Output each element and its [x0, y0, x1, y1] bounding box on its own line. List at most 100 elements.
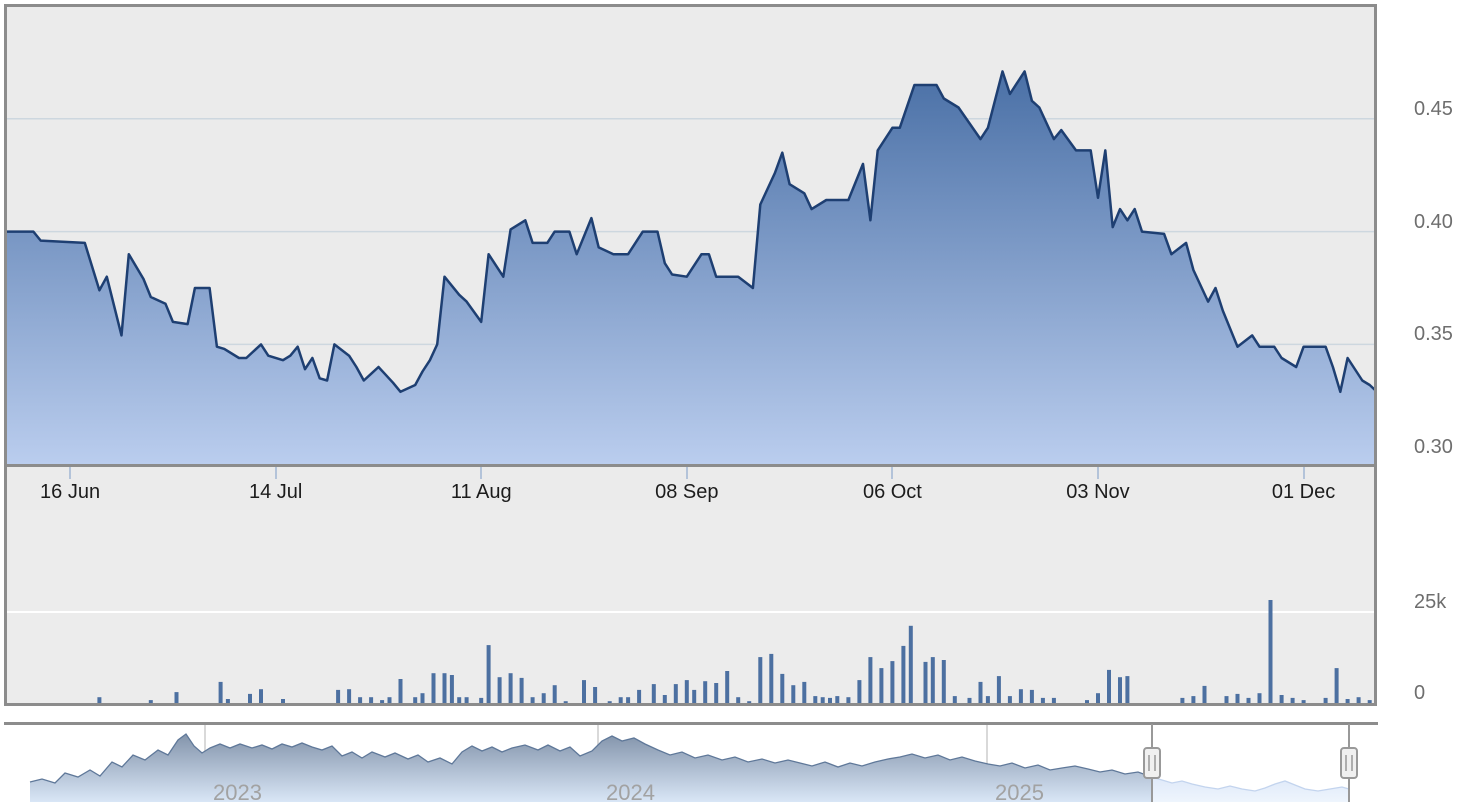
volume-bar [626, 697, 631, 703]
volume-axis-label: 0 [1414, 682, 1426, 704]
volume-bar [1029, 689, 1034, 703]
volume-bar [813, 696, 818, 703]
price-axis-label: 0.45 [1414, 97, 1453, 120]
volume-bar [703, 681, 708, 703]
date-tick [480, 467, 483, 479]
price-area-chart[interactable] [4, 6, 1377, 464]
volume-bar [857, 680, 862, 703]
volume-bar [1345, 699, 1350, 703]
volume-bar [890, 661, 895, 703]
volume-bar [541, 693, 546, 703]
date-tick [1302, 467, 1305, 479]
volume-bar [369, 697, 374, 703]
volume-bar [1040, 697, 1045, 703]
volume-bar [1334, 668, 1339, 703]
volume-bar [846, 697, 851, 703]
volume-bar [347, 689, 352, 703]
volume-bar [552, 685, 557, 703]
year-label: 2023 [213, 780, 262, 802]
volume-bar [1279, 695, 1284, 703]
date-tick [1096, 467, 1099, 479]
volume-bar [1235, 693, 1240, 703]
price-axis-label: 0.40 [1414, 210, 1453, 233]
navigator-series-line [29, 733, 1153, 784]
volume-bar [1018, 689, 1023, 703]
navigator-handle-right[interactable] [1340, 724, 1358, 802]
volume-bar [967, 697, 972, 703]
volume-bar [673, 684, 678, 703]
price-pane-bottom-border [4, 464, 1377, 467]
volume-bar [1246, 697, 1251, 703]
volume-bar [497, 677, 502, 703]
navigator-series-fill [30, 734, 1152, 802]
volume-bar [1257, 693, 1262, 703]
volume-bar [259, 689, 263, 703]
volume-pane-background [4, 510, 1377, 703]
date-label: 03 Nov [1066, 481, 1130, 503]
volume-bar [420, 693, 425, 703]
volume-bar [1268, 600, 1273, 703]
volume-bar [1180, 697, 1185, 703]
volume-bar [1367, 700, 1372, 703]
volume-bar [908, 625, 913, 703]
volume-bar [1191, 696, 1196, 703]
volume-bar [879, 668, 884, 703]
volume-bar [1356, 697, 1361, 703]
date-tick [685, 467, 688, 479]
volume-bar [519, 677, 524, 703]
date-label: 11 Aug [450, 481, 512, 503]
volume-bar [828, 697, 832, 703]
volume-bar [387, 697, 392, 703]
volume-bar [952, 696, 957, 703]
volume-bar [725, 671, 730, 703]
navigator[interactable]: 2023 2024 2025 [4, 722, 1378, 802]
volume-bar [431, 673, 436, 703]
volume-bar [398, 679, 403, 703]
volume-bar [637, 689, 642, 703]
price-line [4, 70, 1377, 394]
volume-bar [148, 700, 153, 703]
volume-bar [747, 701, 752, 703]
volume-bar [736, 697, 741, 703]
volume-bar [1085, 700, 1089, 703]
price-axis-label: 0.30 [1414, 436, 1453, 459]
volume-bar [563, 701, 568, 703]
volume-pane-bottom-border [4, 703, 1377, 706]
volume-bar [479, 697, 484, 703]
date-label: 08 Sep [655, 481, 719, 503]
frame-right [1374, 4, 1377, 706]
volume-bar [449, 675, 454, 703]
volume-bar [248, 693, 252, 703]
volume-bar [457, 697, 462, 703]
volume-bar [442, 673, 447, 703]
date-tick [69, 467, 72, 479]
volume-bar [835, 696, 840, 703]
volume-bar [1007, 696, 1012, 703]
volume-bar [618, 697, 623, 703]
year-label: 2025 [995, 780, 1044, 802]
volume-bar [607, 701, 612, 703]
volume-bar [802, 681, 807, 703]
date-label: 01 Dec [1271, 481, 1336, 503]
volume-bar [218, 681, 223, 703]
volume-bar [530, 697, 535, 703]
price-area-fill [4, 71, 1377, 464]
volume-bar [582, 680, 586, 703]
volume-bar [486, 645, 491, 703]
navigator-handle-left[interactable] [1143, 724, 1161, 802]
volume-bar [1224, 696, 1229, 703]
volume-bar [769, 653, 774, 703]
volume-bar [941, 660, 946, 703]
volume-bar [1107, 669, 1111, 703]
volume-bar [651, 684, 656, 703]
volume-bar [692, 689, 697, 703]
volume-bar [1202, 685, 1207, 703]
volume-bar [225, 699, 230, 703]
volume-bar [413, 697, 418, 703]
volume-bar [336, 689, 341, 703]
volume-bar-chart[interactable] [4, 510, 1377, 703]
volume-bar [923, 661, 928, 703]
navigator-series-selected-line [1151, 776, 1350, 792]
date-label: 16 Jun [40, 481, 101, 503]
